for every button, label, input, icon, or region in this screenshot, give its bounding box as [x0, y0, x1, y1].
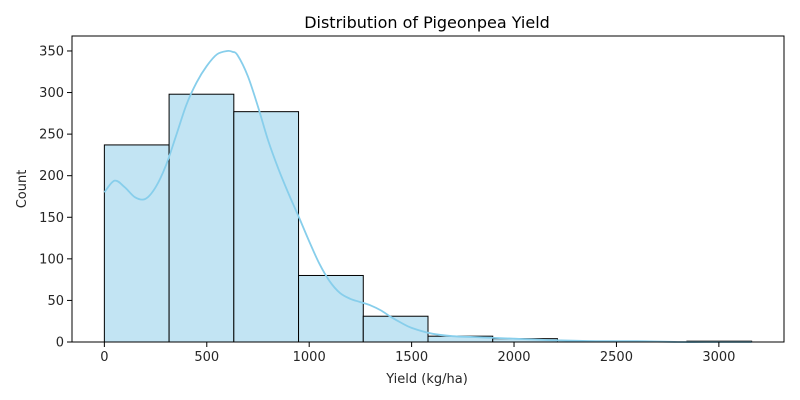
- x-tick-label: 500: [194, 350, 219, 365]
- y-axis-ticks: 0 50 100 150 200 250 300 350: [39, 44, 72, 351]
- histogram-bar: [168, 93, 235, 343]
- y-tick-label: 300: [39, 86, 64, 101]
- x-axis-ticks: 0 500 1000 1500 2000 2500 3000: [100, 342, 735, 365]
- histogram-bar: [298, 274, 364, 343]
- x-tick-label: 1000: [293, 350, 326, 365]
- x-tick-label: 1500: [395, 350, 428, 365]
- plot-frame: [71, 35, 785, 343]
- y-axis-title: Count: [15, 170, 30, 209]
- chart-title: Distribution of Pigeonpea Yield: [304, 13, 550, 32]
- y-tick-label: 50: [47, 294, 64, 309]
- y-tick-label: 250: [39, 128, 64, 143]
- y-tick-label: 100: [39, 252, 64, 267]
- histogram-bars: [103, 93, 753, 343]
- y-tick-label: 150: [39, 211, 64, 226]
- y-tick-label: 0: [56, 336, 64, 351]
- x-axis-title: Yield (kg/ha): [385, 372, 468, 387]
- histogram-bar: [103, 144, 170, 343]
- x-tick-label: 0: [100, 350, 108, 365]
- histogram-bar: [233, 111, 300, 343]
- x-tick-label: 2000: [497, 350, 530, 365]
- x-tick-label: 3000: [702, 350, 735, 365]
- kde-curve: [103, 49, 752, 343]
- y-tick-label: 350: [39, 44, 64, 59]
- x-tick-label: 2500: [600, 350, 633, 365]
- y-tick-label: 200: [39, 169, 64, 184]
